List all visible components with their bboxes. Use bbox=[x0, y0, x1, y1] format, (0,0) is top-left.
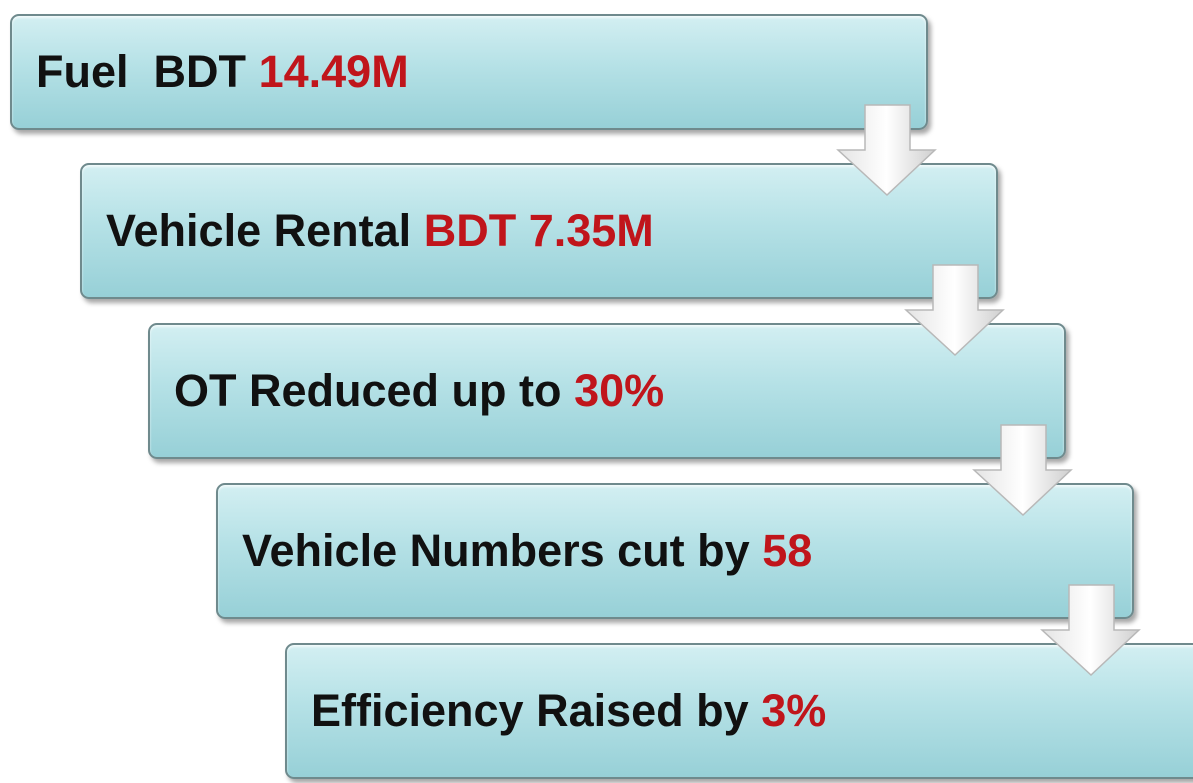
step-label: Fuel BDT bbox=[36, 46, 246, 97]
step-highlight: BDT 7.35M bbox=[423, 205, 654, 256]
step-label: Vehicle Rental bbox=[106, 205, 412, 256]
step-highlight: 58 bbox=[762, 525, 813, 576]
step-box: OT Reduced up to 30% bbox=[148, 323, 1066, 459]
step-highlight: 3% bbox=[761, 685, 827, 736]
step-box: Fuel BDT 14.49M bbox=[10, 14, 928, 130]
step-label: OT Reduced up to bbox=[174, 365, 562, 416]
step-box: Vehicle Numbers cut by 58 bbox=[216, 483, 1134, 619]
step-label: Efficiency Raised by bbox=[311, 685, 749, 736]
arrow bbox=[972, 424, 1073, 517]
step-box: Efficiency Raised by 3% bbox=[285, 643, 1193, 779]
arrow bbox=[904, 264, 1005, 357]
step-highlight: 30% bbox=[574, 365, 665, 416]
arrow bbox=[836, 104, 937, 197]
step-box: Vehicle Rental BDT 7.35M bbox=[80, 163, 998, 299]
step-label: Vehicle Numbers cut by bbox=[242, 525, 750, 576]
step-highlight: 14.49M bbox=[258, 46, 409, 97]
arrow bbox=[1040, 584, 1141, 677]
